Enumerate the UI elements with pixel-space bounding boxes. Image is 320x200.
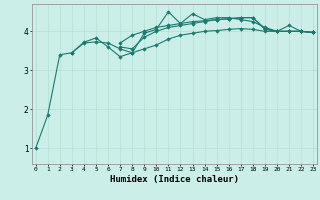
X-axis label: Humidex (Indice chaleur): Humidex (Indice chaleur) bbox=[110, 175, 239, 184]
